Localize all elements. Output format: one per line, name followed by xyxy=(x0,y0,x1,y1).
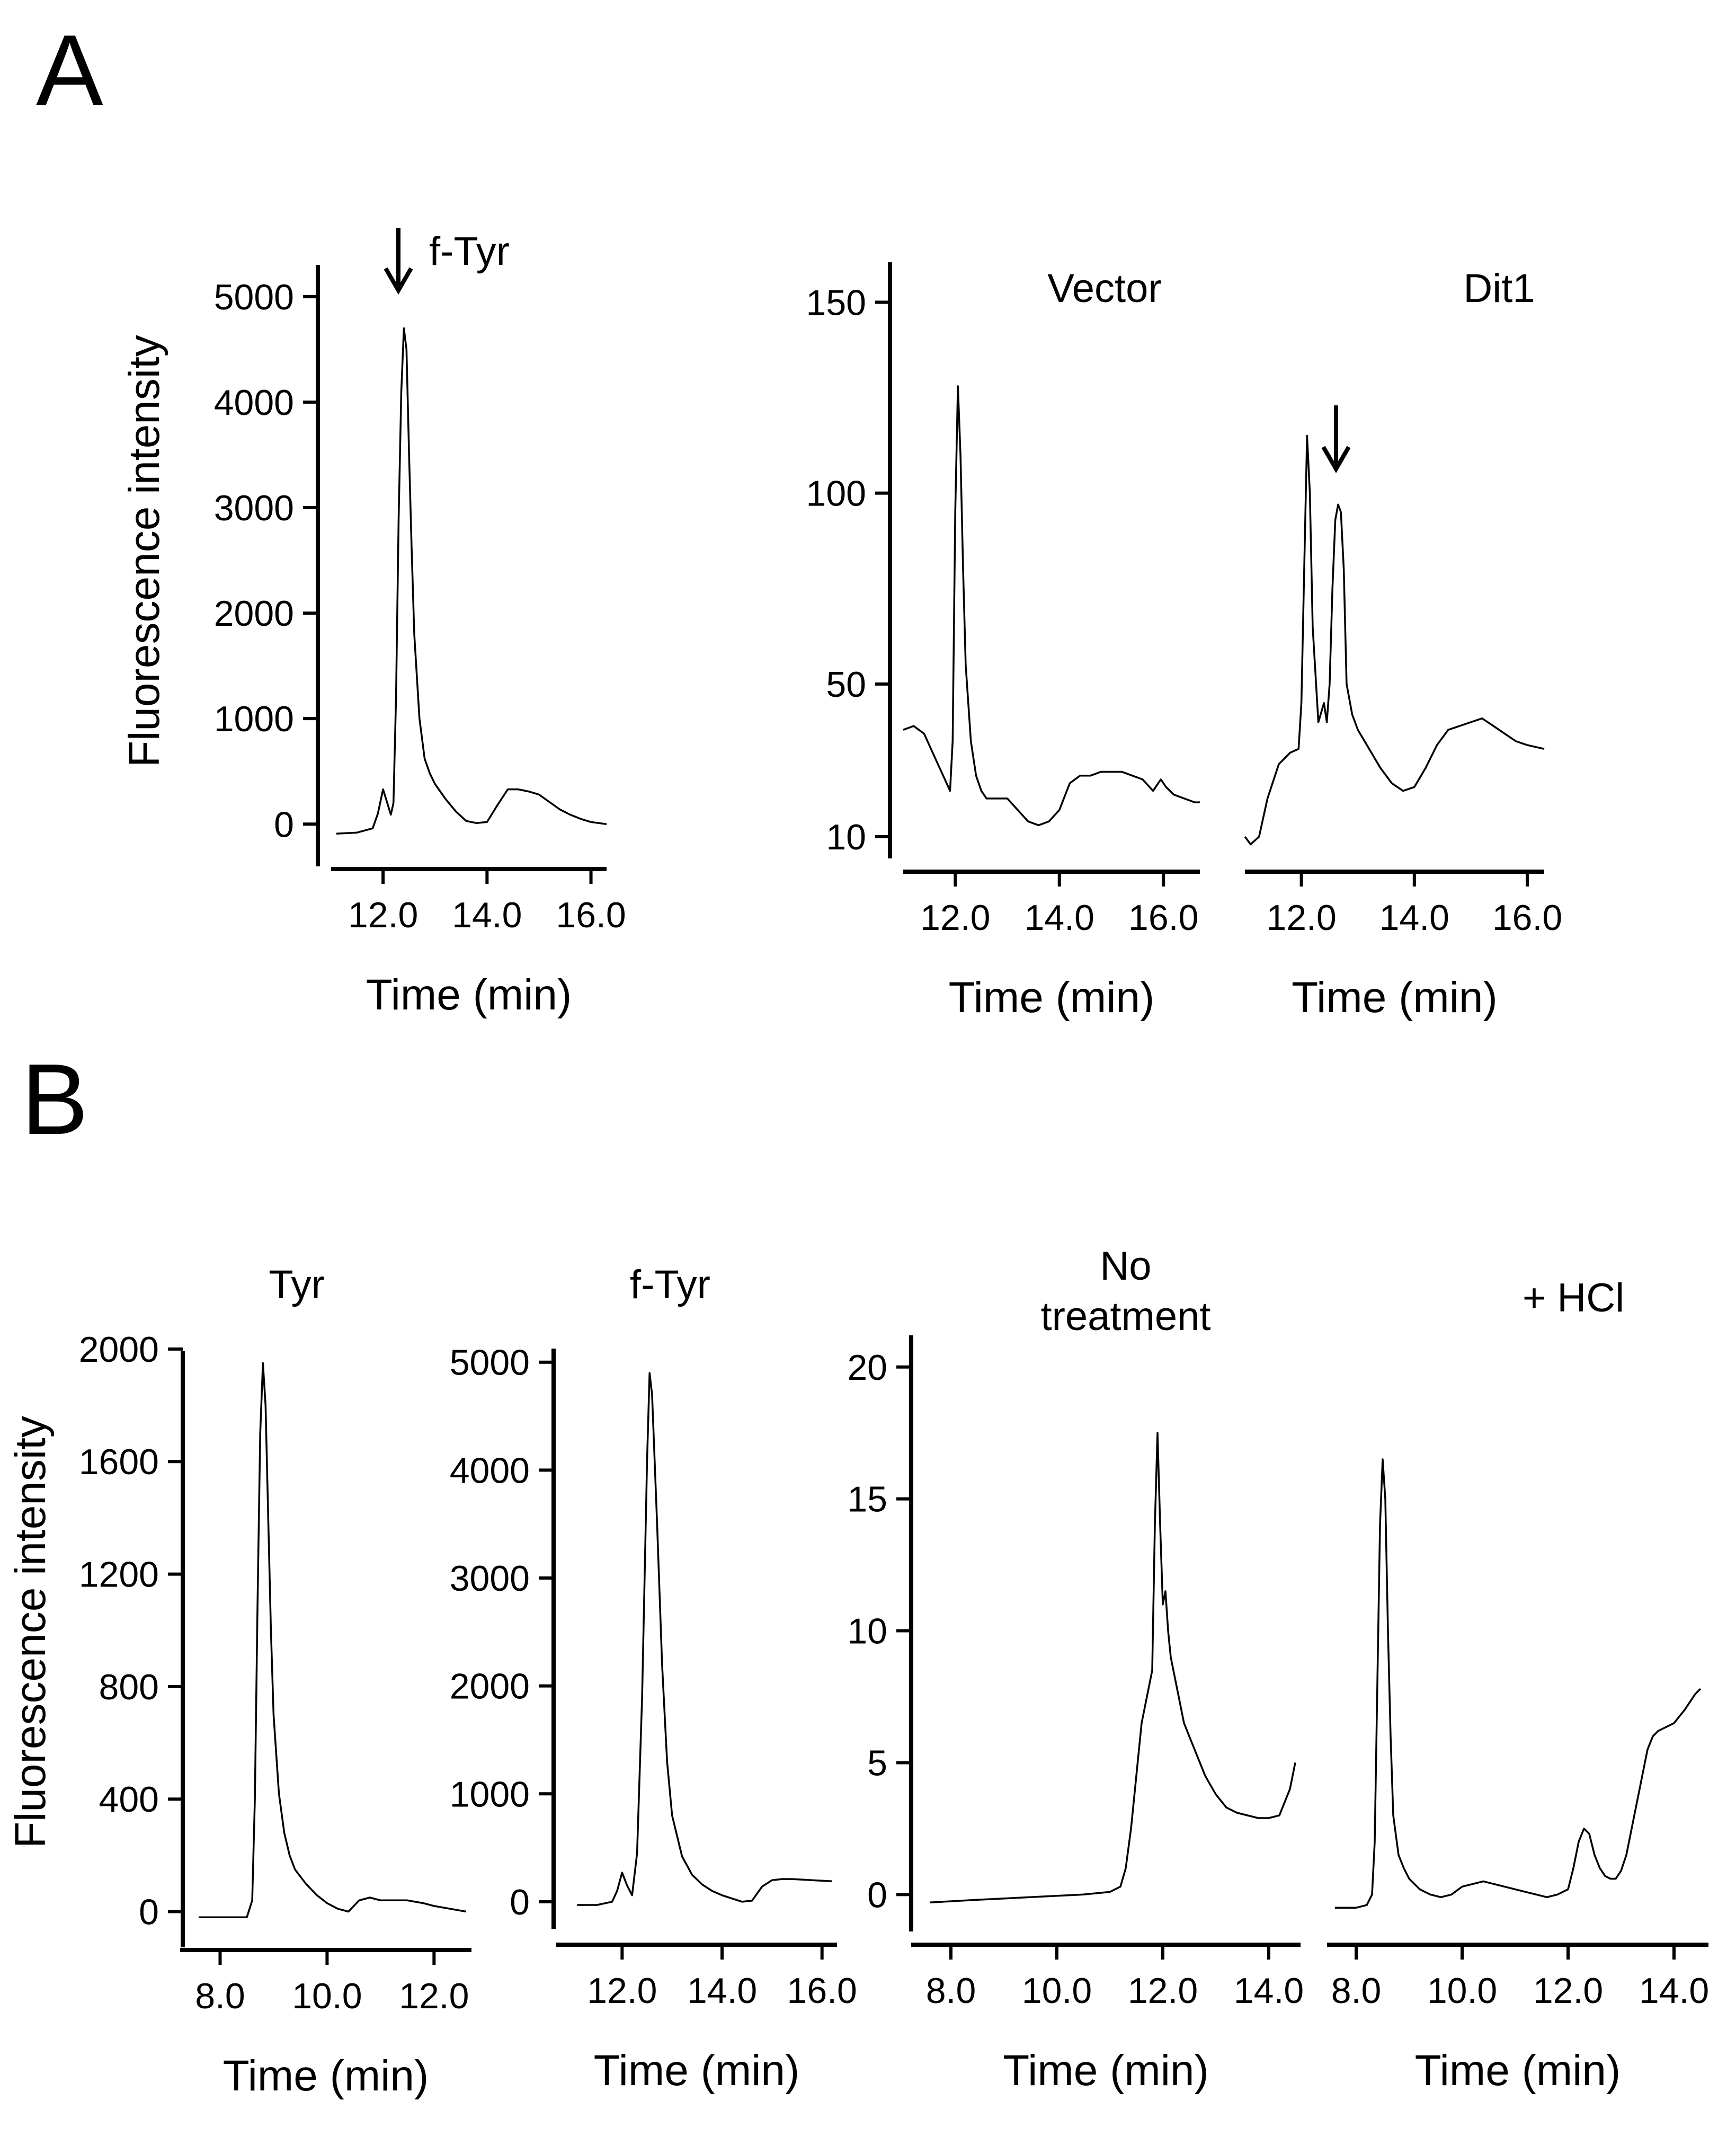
series-trace xyxy=(336,327,607,835)
x-tick-label: 8.0 xyxy=(926,1971,976,2011)
y-tick-label: 2000 xyxy=(79,1330,159,1370)
x-tick-label: 14.0 xyxy=(1025,898,1094,938)
x-tick-label: 14.0 xyxy=(687,1971,757,2011)
chart-title: Vector xyxy=(1047,266,1161,311)
y-tick-label: 20 xyxy=(847,1348,887,1388)
chart-title: + HCl xyxy=(1523,1275,1624,1320)
y-tick-label: 800 xyxy=(99,1667,159,1707)
series-trace xyxy=(903,385,1200,827)
y-tick-label: 1000 xyxy=(450,1774,530,1814)
arrowhead-icon xyxy=(1321,446,1351,473)
chart-b2: 0 1000 2000 3000 4000 5000 12.0 14.0 16.0 Time (m… xyxy=(450,1262,857,2095)
panel-letter-a: A xyxy=(36,14,103,127)
x-tick-label: 12.0 xyxy=(587,1971,657,2011)
y-tick-label: 15 xyxy=(847,1479,887,1520)
x-tick-label: 10.0 xyxy=(1427,1971,1497,2011)
y-tick-label: 50 xyxy=(826,664,866,705)
series-trace xyxy=(1335,1458,1702,1909)
y-tick-label: 100 xyxy=(806,474,866,514)
chart-title: Tyr xyxy=(269,1262,325,1307)
chart-title: No xyxy=(1100,1244,1151,1289)
annotation-label: f-Tyr xyxy=(429,229,510,274)
chart-title: treatment xyxy=(1040,1294,1210,1339)
x-axis-label: Time (min) xyxy=(1292,973,1498,1022)
x-axis-label: Time (min) xyxy=(1415,2046,1621,2095)
x-tick-label: 16.0 xyxy=(556,895,626,935)
x-axis-label: Time (min) xyxy=(594,2046,800,2095)
x-tick-label: 12.0 xyxy=(348,895,418,935)
series-trace xyxy=(577,1372,832,1906)
y-tick-label: 400 xyxy=(99,1779,159,1820)
y-tick-label: 1000 xyxy=(214,699,294,739)
x-tick-label: 16.0 xyxy=(787,1971,857,2011)
chart-a1: 0 1000 2000 3000 4000 5000 12.0 14.0 16.0 Time (m… xyxy=(120,228,626,1019)
y-tick-label: 150 xyxy=(806,282,866,323)
y-axis-label: Fluorescence intensity xyxy=(6,1416,55,1848)
y-tick-label: 1600 xyxy=(79,1442,159,1482)
chart-b4: 8.0 10.0 12.0 14.0 Time (min) + HCl xyxy=(1327,1275,1709,2095)
y-tick-label: 10 xyxy=(826,817,866,857)
series-trace xyxy=(199,1362,467,1918)
x-axis-label: Time (min) xyxy=(1003,2046,1209,2095)
x-tick-label: 16.0 xyxy=(1492,898,1562,938)
x-axis-label: Time (min) xyxy=(366,971,572,1019)
y-tick-label: 0 xyxy=(139,1892,159,1933)
y-tick-label: 0 xyxy=(274,804,294,845)
x-axis-label: Time (min) xyxy=(949,973,1155,1022)
x-tick-label: 10.0 xyxy=(1022,1971,1092,2011)
x-tick-label: 12.0 xyxy=(1533,1971,1603,2011)
y-tick-label: 10 xyxy=(847,1611,887,1652)
y-tick-label: 5000 xyxy=(214,277,294,317)
y-tick-label: 3000 xyxy=(450,1558,530,1599)
y-tick-label: 4000 xyxy=(214,383,294,423)
chart-title: Dit1 xyxy=(1463,266,1535,311)
y-tick-label: 3000 xyxy=(214,488,294,528)
x-tick-label: 12.0 xyxy=(1266,898,1336,938)
chart-a2: 10 50 100 150 12.0 14.0 16.0 Time (min) Vector xyxy=(806,262,1200,1022)
series-trace xyxy=(929,1432,1296,1904)
x-tick-label: 12.0 xyxy=(399,1976,469,2016)
x-tick-label: 8.0 xyxy=(195,1976,245,2016)
x-tick-label: 12.0 xyxy=(1128,1971,1198,2011)
chart-b3: 0 5 10 15 20 8.0 10.0 12.0 14.0 Time (min) No treat… xyxy=(847,1244,1304,2095)
x-tick-label: 14.0 xyxy=(1234,1971,1304,2011)
y-tick-label: 2000 xyxy=(450,1667,530,1707)
x-tick-label: 14.0 xyxy=(1379,898,1449,938)
y-tick-label: 0 xyxy=(510,1882,530,1922)
chart-a3: 12.0 14.0 16.0 Time (min) Dit1 xyxy=(1244,266,1562,1022)
y-tick-label: 5000 xyxy=(450,1343,530,1383)
x-tick-label: 8.0 xyxy=(1331,1971,1382,2011)
y-tick-label: 4000 xyxy=(450,1450,530,1491)
x-tick-label: 14.0 xyxy=(1639,1971,1709,2011)
x-axis-label: Time (min) xyxy=(223,2052,429,2100)
y-tick-label: 0 xyxy=(867,1875,887,1915)
x-tick-label: 10.0 xyxy=(292,1976,362,2016)
chart-b1: 0 400 800 1200 1600 2000 8.0 10.0 12.0 Time (min)… xyxy=(6,1262,471,2100)
y-axis-label: Fluorescence intensity xyxy=(120,335,168,767)
y-tick-label: 5 xyxy=(867,1743,887,1783)
y-tick-label: 2000 xyxy=(214,593,294,634)
y-tick-label: 1200 xyxy=(79,1555,159,1595)
x-tick-label: 12.0 xyxy=(920,898,990,938)
x-tick-label: 16.0 xyxy=(1128,898,1198,938)
x-tick-label: 14.0 xyxy=(452,895,522,935)
chart-title: f-Tyr xyxy=(630,1262,710,1307)
series-trace xyxy=(1244,435,1545,846)
panel-letter-b: B xyxy=(21,1043,88,1156)
arrowhead-icon xyxy=(384,267,413,295)
